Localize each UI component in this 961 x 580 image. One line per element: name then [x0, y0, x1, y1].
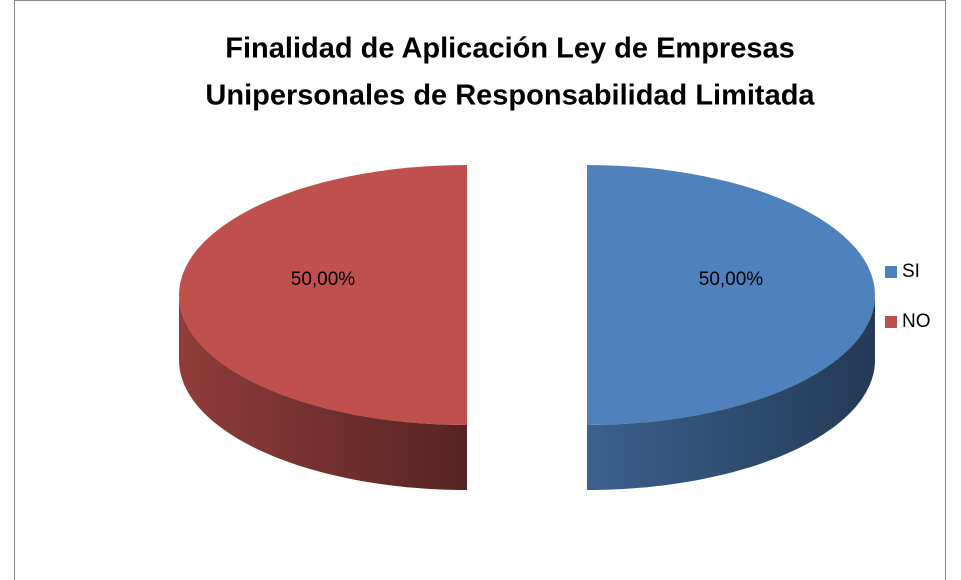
- legend-swatch: [885, 316, 897, 328]
- legend-label: SI: [902, 261, 920, 282]
- legend-label: NO: [902, 311, 931, 332]
- data-label: 50,00%: [699, 269, 764, 290]
- slice: [179, 165, 467, 425]
- chart-title: Finalidad de Aplicación Ley de Empresas: [225, 33, 794, 65]
- slice-side-shade: [587, 295, 875, 490]
- slice-side-shade: [179, 295, 467, 490]
- legend-swatch: [885, 266, 897, 278]
- slice: [587, 165, 875, 425]
- data-label: 50,00%: [291, 269, 356, 290]
- chart-title: Unipersonales de Responsabilidad Limitad…: [205, 80, 815, 112]
